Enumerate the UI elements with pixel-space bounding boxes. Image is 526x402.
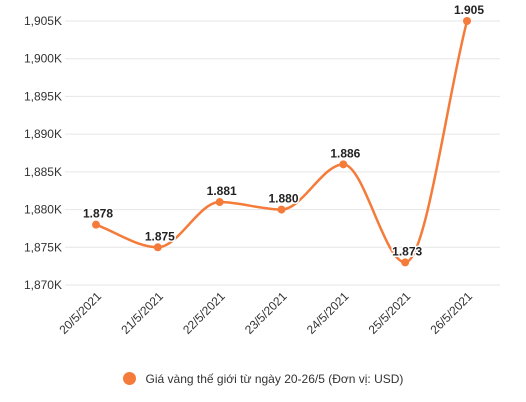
legend-marker-icon	[122, 372, 136, 385]
series	[92, 17, 471, 267]
data-label: 1.875	[145, 229, 175, 243]
y-tick-label: 1,895K	[24, 89, 62, 103]
x-tick-label: 22/5/2021	[180, 289, 228, 337]
data-point[interactable]	[92, 220, 100, 229]
y-tick-label: 1,900K	[24, 52, 62, 66]
data-point[interactable]	[153, 243, 162, 252]
legend-label: Giá vàng thế giới từ ngày 20-26/5 (Đơn v…	[145, 372, 404, 386]
data-point[interactable]	[215, 198, 224, 207]
x-tick-label: 20/5/2021	[56, 289, 104, 337]
y-tick-label: 1,905K	[24, 14, 62, 28]
x-tick-label: 26/5/2021	[427, 289, 475, 337]
data-point[interactable]	[463, 17, 471, 25]
data-labels: 1.878 1.875 1.881 1.880 1.886 1.873 1.905	[81, 2, 485, 260]
data-point[interactable]	[401, 258, 410, 267]
data-label: 1.878	[83, 207, 113, 221]
y-tick-label: 1,885K	[24, 165, 62, 179]
data-label: 1.881	[207, 184, 237, 198]
data-point[interactable]	[339, 160, 348, 169]
legend[interactable]: Giá vàng thế giới từ ngày 20-26/5 (Đơn v…	[0, 372, 526, 386]
x-tick-label: 25/5/2021	[366, 289, 414, 337]
y-axis: 1,870K 1,875K 1,880K 1,885K 1,890K 1,895K 1,90…	[24, 14, 62, 292]
data-point[interactable]	[277, 205, 286, 214]
x-tick-label: 24/5/2021	[304, 289, 352, 337]
y-tick-label: 1,890K	[24, 127, 62, 141]
x-tick-label: 21/5/2021	[118, 289, 166, 337]
data-label: 1.880	[268, 192, 298, 206]
x-tick-label: 23/5/2021	[242, 289, 290, 337]
series-line	[95, 20, 469, 264]
data-label: 1.886	[330, 146, 360, 160]
y-tick-label: 1,880K	[24, 203, 62, 217]
data-label: 1.873	[392, 244, 422, 258]
x-axis: 20/5/2021 21/5/2021 22/5/2021 23/5/2021 24/5…	[56, 289, 475, 337]
data-label: 1.905	[454, 3, 484, 17]
y-tick-label: 1,875K	[24, 240, 62, 254]
y-tick-label: 1,870K	[24, 278, 62, 292]
gridlines	[65, 20, 500, 286]
